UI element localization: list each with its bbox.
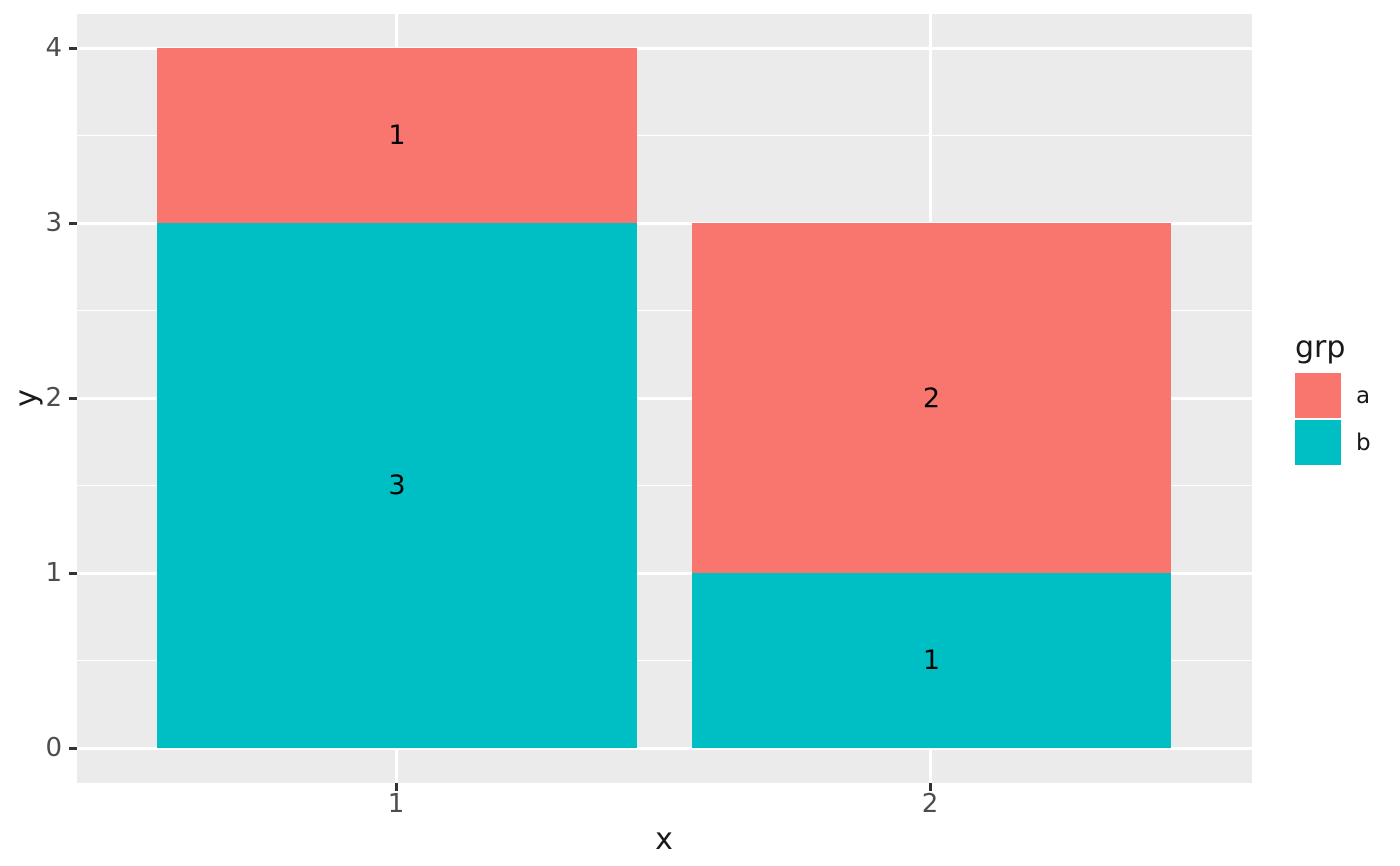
y-axis-tick-4 [69,46,77,50]
y-tick-label-0: 0 [45,733,62,763]
gridline-minor-y-1_5 [77,484,1252,487]
x-tick-label-1: 1 [387,789,405,819]
bar-x2-segment-b: 1 [692,573,1171,748]
gridline-major-y-4 [77,46,1252,50]
y-tick-label-2: 2 [45,383,62,413]
gridline-major-y-0 [77,746,1252,750]
bar-x2-segment-a-value-label: 2 [922,382,941,414]
bar-x1-segment-a: 1 [157,48,637,223]
x-tick-label-2: 2 [921,789,939,819]
plot-panel: 1 3 2 1 [77,14,1252,783]
gridline-minor-y-3_5 [77,134,1252,137]
y-axis-tick-1 [69,571,77,575]
y-axis-tick-2 [69,396,77,400]
y-tick-label-4: 4 [45,33,62,63]
x-axis-tick-2 [928,783,932,791]
legend-label-a: a [1356,383,1371,409]
y-axis-tick-0 [69,746,77,750]
y-tick-label-1: 1 [45,558,62,588]
y-axis-title: y [9,389,44,407]
legend-label-b: b [1356,430,1371,456]
legend-key-a [1295,373,1341,418]
gridline-minor-y-2_5 [77,309,1252,312]
bar-x1-segment-b-value-label: 3 [388,470,406,501]
legend-key-b [1295,420,1341,465]
x-axis-title: x [655,822,673,857]
bar-x2-segment-b-value-label: 1 [922,645,941,676]
y-tick-label-3: 3 [45,208,62,238]
gridline-major-y-2 [77,396,1252,400]
y-axis-tick-3 [69,221,77,225]
bar-x1-segment-b: 3 [157,223,637,748]
gridline-minor-y-0_5 [77,659,1252,662]
gridline-major-y-1 [77,571,1252,575]
legend-title: grp [1295,330,1346,365]
gridline-major-y-3 [77,221,1252,225]
bar-x1-segment-a-value-label: 1 [388,120,406,151]
bar-x2-segment-a: 2 [692,223,1171,573]
x-axis-tick-1 [394,783,398,791]
